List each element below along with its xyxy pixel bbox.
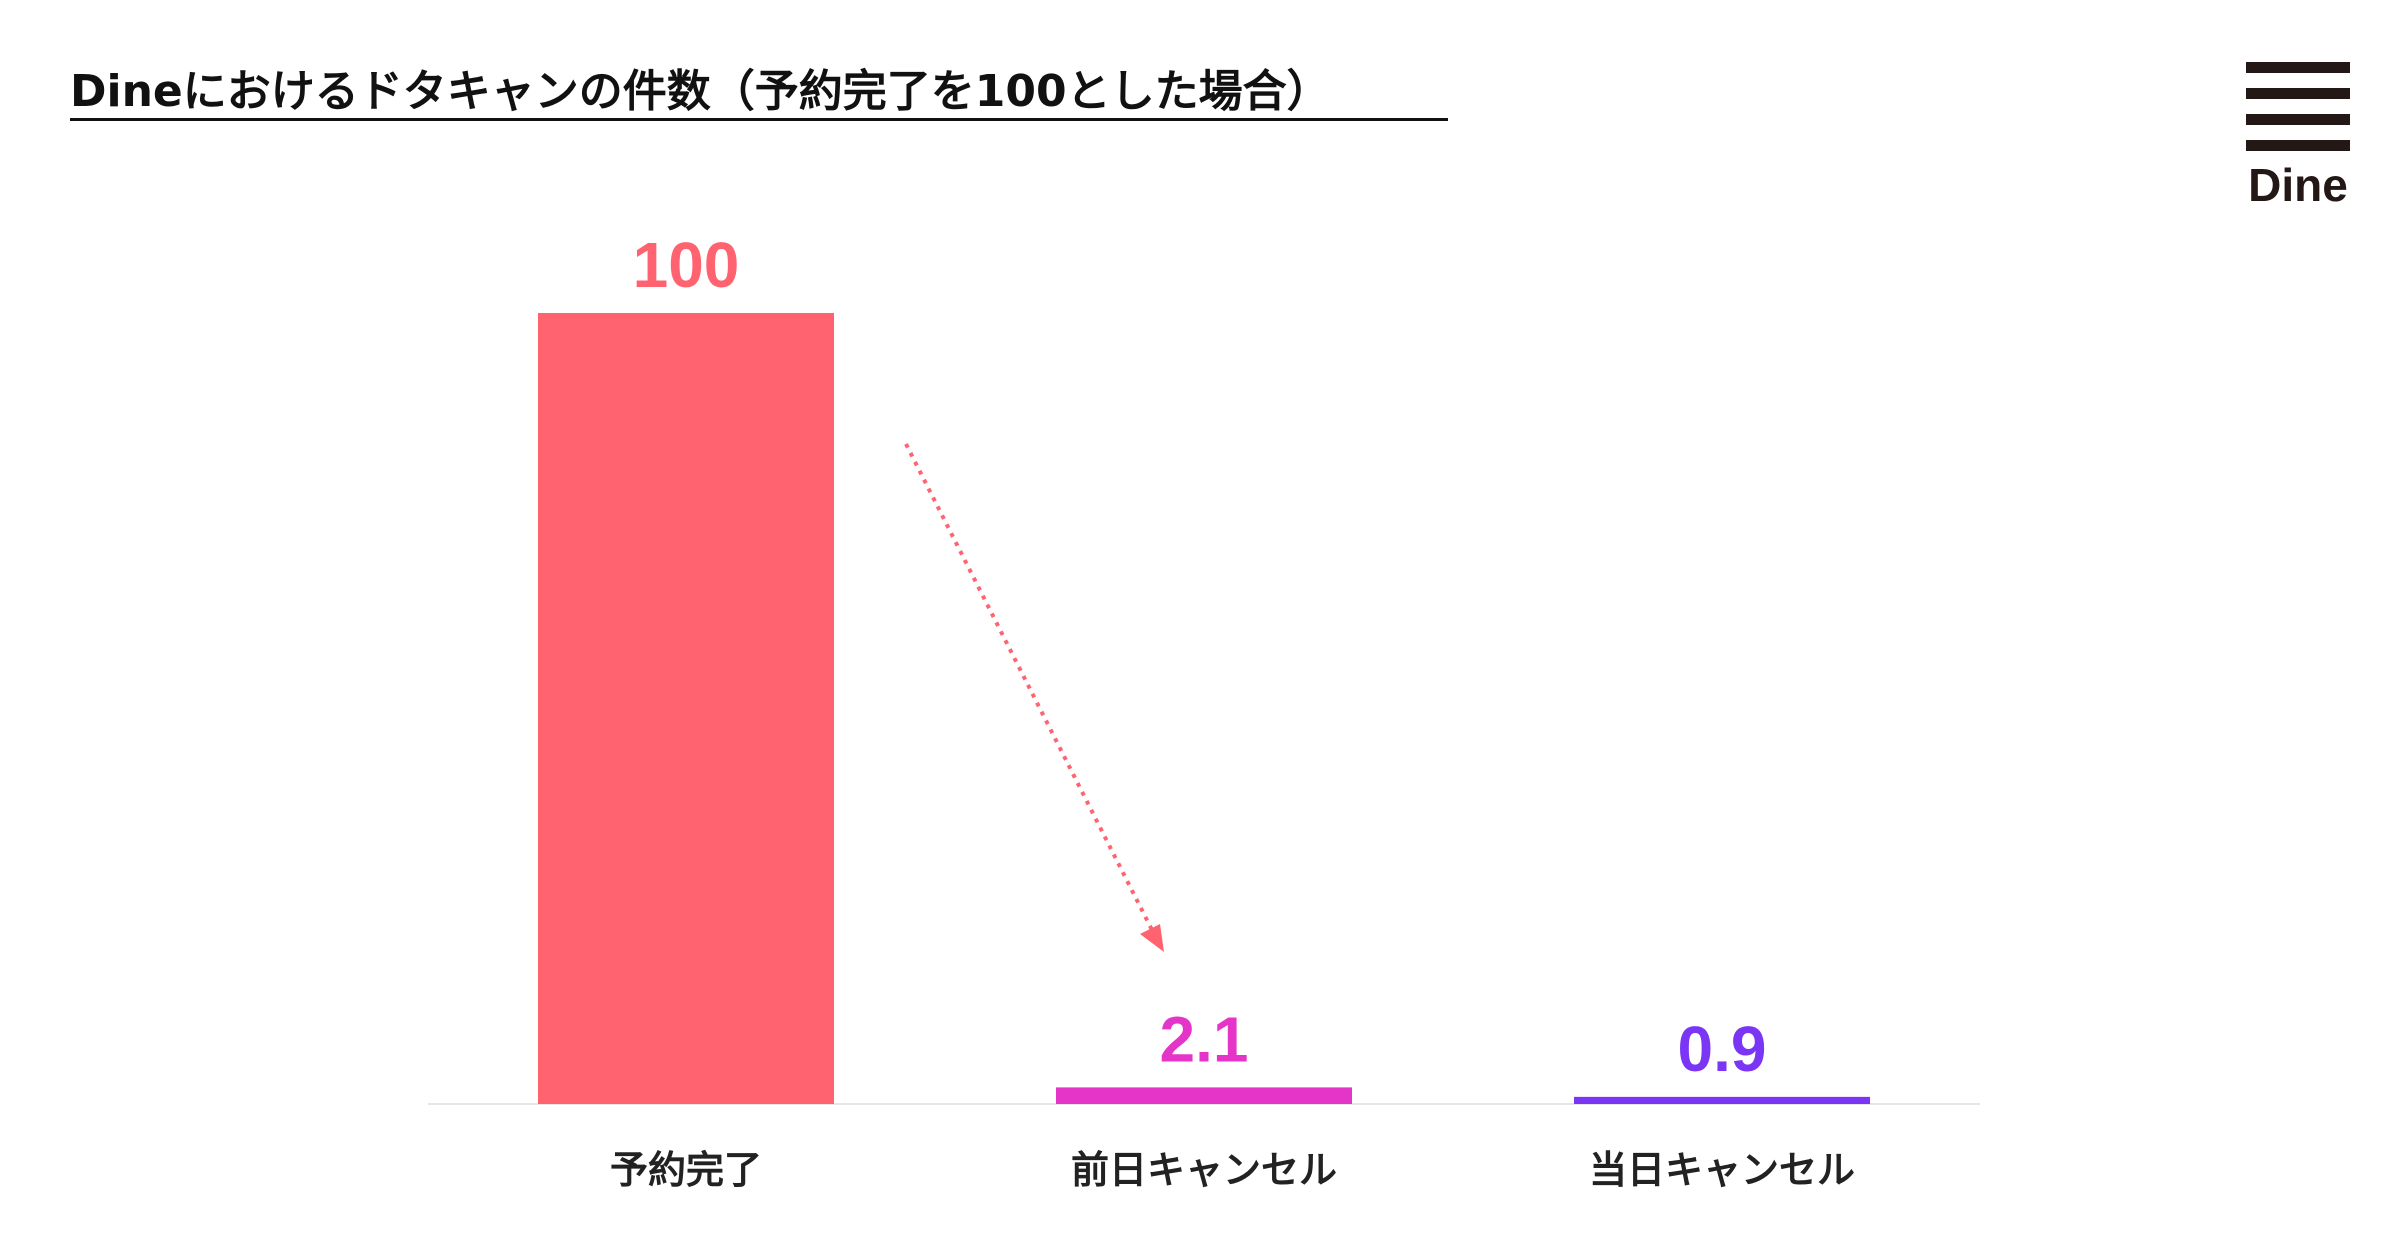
logo-bar	[2246, 88, 2350, 99]
logo-bar	[2246, 114, 2350, 125]
bar	[1056, 1087, 1352, 1104]
logo-bar	[2246, 140, 2350, 151]
logo-text: Dine	[2248, 159, 2348, 211]
data-label: 100	[633, 229, 740, 301]
data-label: 2.1	[1160, 1003, 1249, 1075]
bar	[538, 313, 834, 1104]
logo-bar	[2246, 62, 2350, 73]
bar	[1574, 1096, 1870, 1104]
annotation-arrow-line	[904, 443, 1154, 931]
category-label: 当日キャンセル	[1589, 1148, 1855, 1192]
annotation-arrow-head	[1140, 924, 1164, 952]
category-label: 予約完了	[610, 1148, 762, 1192]
data-label: 0.9	[1678, 1013, 1767, 1085]
title-underline	[70, 118, 1448, 121]
dine-logo: Dine	[2236, 62, 2356, 212]
chart-title: Dineにおけるドタキャンの件数（予約完了を100とした場合）	[70, 66, 1331, 117]
category-label: 前日キャンセル	[1071, 1148, 1337, 1192]
